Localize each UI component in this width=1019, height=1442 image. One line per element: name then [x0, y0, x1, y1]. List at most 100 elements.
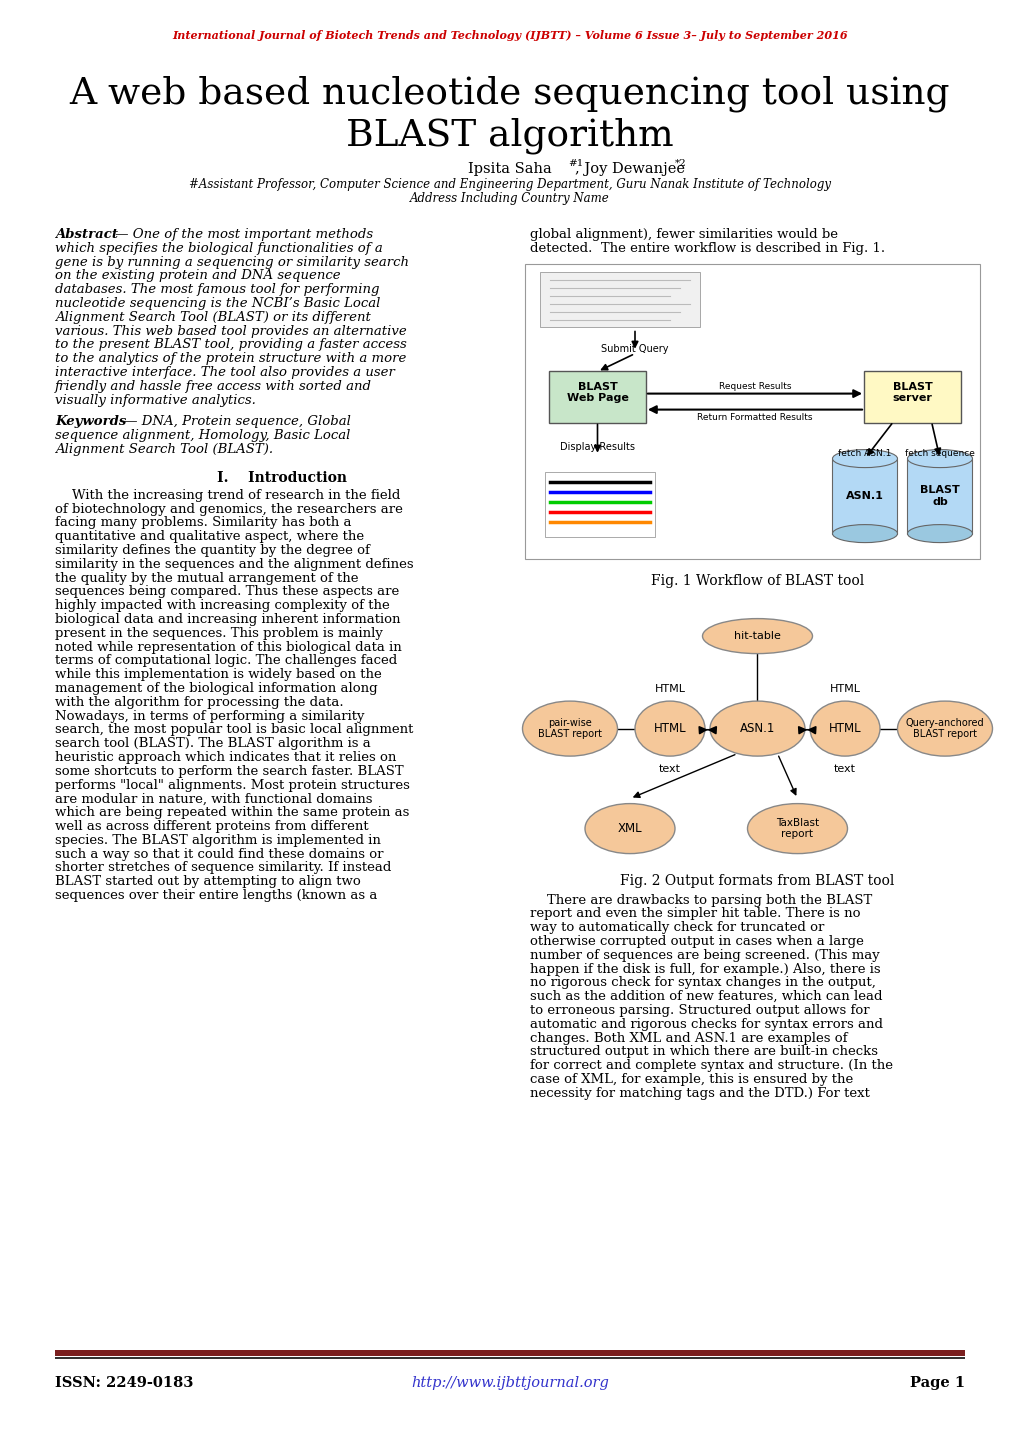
- Text: , Joy Dewanjee: , Joy Dewanjee: [575, 162, 685, 176]
- Text: with the algorithm for processing the data.: with the algorithm for processing the da…: [55, 696, 343, 709]
- Text: which are being repeated within the same protein as: which are being repeated within the same…: [55, 806, 409, 819]
- Text: to the analytics of the protein structure with a more: to the analytics of the protein structur…: [55, 352, 406, 365]
- Ellipse shape: [522, 701, 616, 756]
- Ellipse shape: [709, 701, 804, 756]
- Ellipse shape: [907, 525, 971, 542]
- Ellipse shape: [702, 619, 812, 653]
- Text: *2: *2: [675, 159, 686, 169]
- Text: of biotechnology and genomics, the researchers are: of biotechnology and genomics, the resea…: [55, 503, 403, 516]
- Text: BLAST
db: BLAST db: [919, 486, 959, 508]
- Text: BLAST algorithm: BLAST algorithm: [345, 118, 674, 154]
- Ellipse shape: [832, 450, 897, 467]
- Text: such as the addition of new features, which can lead: such as the addition of new features, wh…: [530, 991, 881, 1004]
- Text: detected.  The entire workflow is described in Fig. 1.: detected. The entire workflow is describ…: [530, 242, 884, 255]
- Bar: [55, 1357, 964, 1358]
- Text: Request Results: Request Results: [718, 382, 791, 391]
- Text: are modular in nature, with functional domains: are modular in nature, with functional d…: [55, 793, 372, 806]
- Text: HTML: HTML: [827, 722, 860, 735]
- Text: number of sequences are being screened. (This may: number of sequences are being screened. …: [530, 949, 878, 962]
- Text: for correct and complete syntax and structure. (In the: for correct and complete syntax and stru…: [530, 1060, 892, 1073]
- Text: Alignment Search Tool (BLAST) or its different: Alignment Search Tool (BLAST) or its dif…: [55, 311, 371, 324]
- Text: biological data and increasing inherent information: biological data and increasing inherent …: [55, 613, 400, 626]
- Text: HTML: HTML: [828, 684, 860, 694]
- Ellipse shape: [809, 701, 879, 756]
- Bar: [525, 598, 979, 864]
- Text: Fig. 1 Workflow of BLAST tool: Fig. 1 Workflow of BLAST tool: [650, 574, 863, 587]
- Text: highly impacted with increasing complexity of the: highly impacted with increasing complexi…: [55, 600, 389, 613]
- Text: gene is by running a sequencing or similarity search: gene is by running a sequencing or simil…: [55, 255, 409, 268]
- Text: changes. Both XML and ASN.1 are examples of: changes. Both XML and ASN.1 are examples…: [530, 1031, 847, 1044]
- Text: text: text: [658, 764, 681, 773]
- Text: Keywords: Keywords: [55, 415, 126, 428]
- Text: case of XML, for example, this is ensured by the: case of XML, for example, this is ensure…: [530, 1073, 853, 1086]
- Text: similarity in the sequences and the alignment defines: similarity in the sequences and the alig…: [55, 558, 414, 571]
- Text: structured output in which there are built-in checks: structured output in which there are bui…: [530, 1045, 877, 1058]
- Text: pair-wise
BLAST report: pair-wise BLAST report: [537, 718, 601, 740]
- Text: ASN.1: ASN.1: [845, 492, 883, 502]
- Bar: [525, 264, 979, 558]
- Text: interactive interface. The tool also provides a user: interactive interface. The tool also pro…: [55, 366, 394, 379]
- Text: on the existing protein and DNA sequence: on the existing protein and DNA sequence: [55, 270, 340, 283]
- Text: fetch sequence: fetch sequence: [904, 448, 974, 457]
- Text: — DNA, Protein sequence, Global: — DNA, Protein sequence, Global: [120, 415, 351, 428]
- Text: International Journal of Biotech Trends and Technology (IJBTT) – Volume 6 Issue : International Journal of Biotech Trends …: [172, 30, 847, 40]
- Text: http://www.ijbttjournal.org: http://www.ijbttjournal.org: [411, 1376, 608, 1390]
- Text: ISSN: 2249-0183: ISSN: 2249-0183: [55, 1376, 194, 1390]
- Text: With the increasing trend of research in the field: With the increasing trend of research in…: [55, 489, 400, 502]
- Text: Submit Query: Submit Query: [600, 343, 668, 353]
- Text: shorter stretches of sequence similarity. If instead: shorter stretches of sequence similarity…: [55, 861, 391, 874]
- Text: databases. The most famous tool for performing: databases. The most famous tool for perf…: [55, 283, 379, 296]
- Text: heuristic approach which indicates that it relies on: heuristic approach which indicates that …: [55, 751, 396, 764]
- Text: There are drawbacks to parsing both the BLAST: There are drawbacks to parsing both the …: [530, 894, 871, 907]
- Text: TaxBlast
report: TaxBlast report: [775, 818, 818, 839]
- Text: similarity defines the quantity by the degree of: similarity defines the quantity by the d…: [55, 544, 370, 557]
- Text: BLAST
Web Page: BLAST Web Page: [566, 382, 628, 404]
- Text: while this implementation is widely based on the: while this implementation is widely base…: [55, 668, 381, 681]
- Text: visually informative analytics.: visually informative analytics.: [55, 394, 256, 407]
- Text: sequences being compared. Thus these aspects are: sequences being compared. Thus these asp…: [55, 585, 398, 598]
- Text: management of the biological information along: management of the biological information…: [55, 682, 377, 695]
- Ellipse shape: [635, 701, 704, 756]
- Text: species. The BLAST algorithm is implemented in: species. The BLAST algorithm is implemen…: [55, 833, 380, 846]
- Ellipse shape: [907, 450, 971, 467]
- Text: some shortcuts to perform the search faster. BLAST: some shortcuts to perform the search fas…: [55, 764, 404, 777]
- Text: global alignment), fewer similarities would be: global alignment), fewer similarities wo…: [530, 228, 838, 241]
- Text: various. This web based tool provides an alternative: various. This web based tool provides an…: [55, 324, 407, 337]
- Text: terms of computational logic. The challenges faced: terms of computational logic. The challe…: [55, 655, 396, 668]
- Text: Nowadays, in terms of performing a similarity: Nowadays, in terms of performing a simil…: [55, 709, 364, 722]
- Text: text: text: [834, 764, 855, 773]
- Text: I.    Introduction: I. Introduction: [217, 470, 347, 485]
- Text: happen if the disk is full, for example.) Also, there is: happen if the disk is full, for example.…: [530, 963, 879, 976]
- Text: Display Results: Display Results: [559, 441, 635, 451]
- Text: HTML: HTML: [654, 684, 685, 694]
- Text: necessity for matching tags and the DTD.) For text: necessity for matching tags and the DTD.…: [530, 1087, 869, 1100]
- Text: otherwise corrupted output in cases when a large: otherwise corrupted output in cases when…: [530, 934, 863, 947]
- Text: automatic and rigorous checks for syntax errors and: automatic and rigorous checks for syntax…: [530, 1018, 882, 1031]
- Text: friendly and hassle free access with sorted and: friendly and hassle free access with sor…: [55, 379, 372, 392]
- Text: present in the sequences. This problem is mainly: present in the sequences. This problem i…: [55, 627, 382, 640]
- Bar: [832, 459, 897, 534]
- Text: to erroneous parsing. Structured output allows for: to erroneous parsing. Structured output …: [530, 1004, 869, 1017]
- Text: way to automatically check for truncated or: way to automatically check for truncated…: [530, 921, 823, 934]
- Ellipse shape: [832, 525, 897, 542]
- Text: fetch ASN.1: fetch ASN.1: [838, 448, 891, 457]
- Text: Address Including Country Name: Address Including Country Name: [410, 192, 609, 205]
- Text: Fig. 2 Output formats from BLAST tool: Fig. 2 Output formats from BLAST tool: [620, 874, 894, 888]
- Bar: [907, 459, 971, 534]
- Ellipse shape: [585, 803, 675, 854]
- Text: facing many problems. Similarity has both a: facing many problems. Similarity has bot…: [55, 516, 352, 529]
- Text: XML: XML: [618, 822, 642, 835]
- FancyBboxPatch shape: [863, 371, 960, 423]
- Text: search, the most popular tool is basic local alignment: search, the most popular tool is basic l…: [55, 724, 413, 737]
- Bar: [544, 472, 654, 536]
- Ellipse shape: [747, 803, 847, 854]
- Text: Page 1: Page 1: [909, 1376, 964, 1390]
- Text: #Assistant Professor, Computer Science and Engineering Department, Guru Nanak In: #Assistant Professor, Computer Science a…: [189, 177, 830, 190]
- Text: nucleotide sequencing is the NCBI’s Basic Local: nucleotide sequencing is the NCBI’s Basi…: [55, 297, 380, 310]
- Text: Query-anchored
BLAST report: Query-anchored BLAST report: [905, 718, 983, 740]
- Text: report and even the simpler hit table. There is no: report and even the simpler hit table. T…: [530, 907, 860, 920]
- Text: search tool (BLAST). The BLAST algorithm is a: search tool (BLAST). The BLAST algorithm…: [55, 737, 370, 750]
- Text: BLAST
server: BLAST server: [892, 382, 931, 404]
- Text: sequences over their entire lengths (known as a: sequences over their entire lengths (kno…: [55, 890, 377, 903]
- Text: noted while representation of this biological data in: noted while representation of this biolo…: [55, 640, 401, 653]
